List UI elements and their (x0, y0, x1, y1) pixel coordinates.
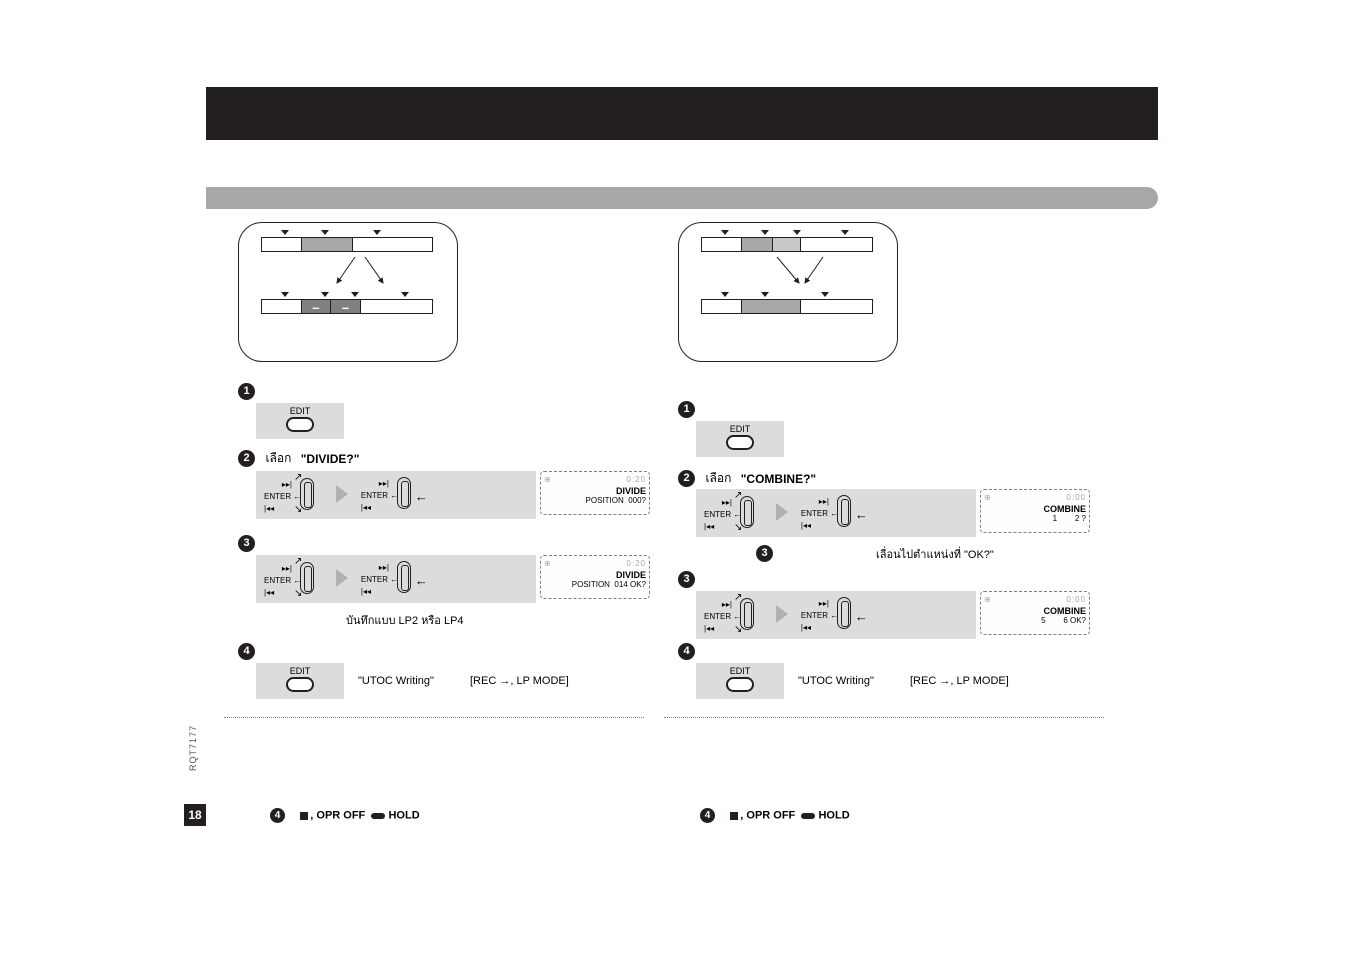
rec-text-l: [REC →, LP MODE] (470, 675, 569, 687)
stop-icon (300, 812, 308, 820)
utoc-text-r: "UTOC Writing" (798, 675, 874, 687)
marker-c (373, 230, 381, 235)
utoc-text-l: "UTOC Writing" (358, 675, 434, 687)
right-step-4: 4 (678, 643, 695, 661)
section-gray-bar-left (206, 187, 1158, 209)
jog-dial-4[interactable]: ▸▸| ENTER ← |◂◂ ← (361, 557, 421, 599)
left-step-4: 4 (238, 643, 255, 661)
track-cells-before (261, 237, 433, 252)
dotline-l (224, 717, 644, 718)
hold-slider-icon-r (801, 813, 815, 819)
edit-button-box-l4: EDIT (256, 663, 344, 699)
jog-dial-r1[interactable]: ▸▸| ENTER ← |◂◂ ↗ ↘ (704, 492, 764, 534)
circled-1: 1 (238, 383, 255, 400)
left-step-1: 1 (238, 383, 255, 401)
hold-slider-icon (371, 813, 385, 819)
edit-button-box-l1: EDIT (256, 403, 344, 439)
track-cells-after: – – (261, 299, 433, 314)
divide-bubble: – – (238, 222, 458, 362)
footer-left: 4 , OPR OFF HOLD (270, 808, 420, 823)
merge-arrows (775, 255, 847, 289)
page-number: 18 (184, 804, 206, 826)
lcd-divide-2: ⊕ 0:20 DIVIDE POSITION 014 OK? (540, 555, 650, 599)
step2-prefix: เลือก (265, 451, 294, 465)
jog-row-r2: ▸▸| ENTER ← |◂◂ ↗ ↘ ▸▸| ENTER ← |◂◂ ← (696, 489, 976, 537)
jog-dial-r2[interactable]: ▸▸| ENTER ← |◂◂ ← (801, 491, 861, 533)
lcd-combine-2: ⊕ 0:00 COMBINE 5 6 OK? (980, 591, 1090, 635)
stop-icon-r (730, 812, 738, 820)
ok-note: เลื่อนไปตำแหน่งที่ "OK?" (876, 545, 994, 563)
jog-dial-r3[interactable]: ▸▸| ENTER ← |◂◂ ↗ ↘ (704, 594, 764, 636)
lcd-combine-1: ⊕ 0:00 COMBINE 1 2 ? (980, 489, 1090, 533)
lcd-divide-1: ⊕ 0:20 DIVIDE POSITION 000? (540, 471, 650, 515)
jog-dial-1[interactable]: ▸▸| ENTER ← |◂◂ ↗ ↘ (264, 474, 324, 516)
edit-button-icon-r4[interactable] (726, 677, 754, 692)
jog-row-r3: ▸▸| ENTER ← |◂◂ ↗ ↘ ▸▸| ENTER ← |◂◂ ← (696, 591, 976, 639)
left-step-2: 2 เลือก "DIVIDE?" (238, 449, 359, 468)
rqt-code-vertical: RQT7177 (188, 725, 198, 803)
step2-quote: "DIVIDE?" (301, 452, 360, 466)
marker-a (281, 230, 289, 235)
edit-button-box-r1: EDIT (696, 421, 784, 457)
rec-text-r: [REC →, LP MODE] (910, 675, 1009, 687)
edit-button-icon-2[interactable] (286, 677, 314, 692)
footer-right: 4 , OPR OFF HOLD (700, 808, 850, 823)
edit-button-box-r4: EDIT (696, 663, 784, 699)
combine-quote: "COMBINE?" (741, 472, 816, 486)
top-before-row (261, 237, 433, 252)
jog-dial-3[interactable]: ▸▸| ENTER ← |◂◂ ↗ ↘ (264, 558, 324, 600)
arrow-then (336, 485, 348, 503)
jog-row-l2: ▸▸| ENTER ← |◂◂ ↗ ↘ ▸▸| ENTER ← |◂◂ ← (256, 471, 536, 519)
jog-dial-r4[interactable]: ▸▸| ENTER ← |◂◂ ← (801, 593, 861, 635)
bottom-after-row-r (701, 299, 873, 314)
bottom-after-row: – – (261, 299, 433, 314)
right-step-1: 1 (678, 401, 695, 419)
right-step-3: 3 (678, 571, 695, 589)
edit-label: EDIT (256, 406, 344, 416)
right-sub3: 3 (756, 545, 773, 563)
right-step-2: 2 เลือก "COMBINE?" (678, 469, 816, 488)
jog-dial-2[interactable]: ▸▸| ENTER ← |◂◂ ← (361, 473, 421, 515)
title-black-bar (206, 87, 1158, 140)
edit-button-icon-r1[interactable] (726, 435, 754, 450)
page-content: – – (206, 87, 1158, 807)
lp-note: บันทึกแบบ LP2 หรือ LP4 (346, 611, 464, 629)
combine-bubble (678, 222, 898, 362)
left-step-3: 3 (238, 535, 255, 553)
split-arrows (335, 255, 407, 289)
edit-button-icon[interactable] (286, 417, 314, 432)
top-before-row-r (701, 237, 873, 252)
marker-b (321, 230, 329, 235)
dotline-r (664, 717, 1104, 718)
jog-row-l3: ▸▸| ENTER ← |◂◂ ↗ ↘ ▸▸| ENTER ← |◂◂ ← (256, 555, 536, 603)
